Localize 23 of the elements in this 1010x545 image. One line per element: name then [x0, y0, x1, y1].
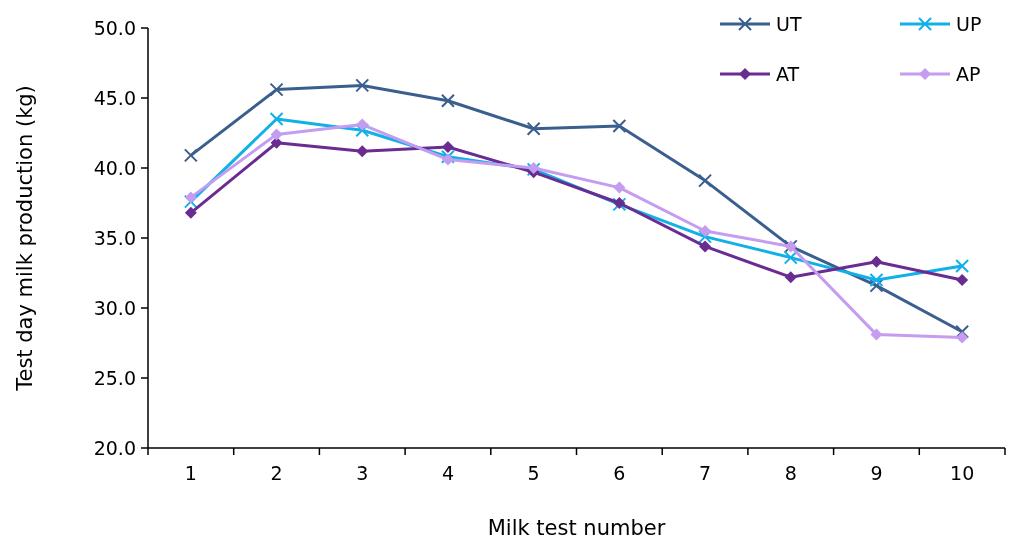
- legend-label: UP: [956, 13, 982, 35]
- y-axis-title: Test day milk production (kg): [13, 85, 37, 392]
- x-tick-label: 3: [356, 462, 369, 484]
- x-tick-label: 6: [613, 462, 626, 484]
- legend-label: UT: [776, 13, 802, 35]
- x-tick-label: 1: [184, 462, 197, 484]
- x-tick-label: 2: [270, 462, 283, 484]
- y-tick-label: 40.0: [93, 156, 136, 179]
- x-tick-label: 4: [441, 462, 454, 484]
- y-tick-label: 50.0: [93, 16, 136, 39]
- y-tick-label: 20.0: [93, 436, 136, 459]
- y-tick-label: 25.0: [93, 366, 136, 389]
- y-tick-label: 35.0: [93, 226, 136, 249]
- y-tick-label: 30.0: [93, 296, 136, 319]
- y-tick-label: 45.0: [93, 86, 136, 109]
- legend-label: AT: [776, 63, 800, 85]
- x-tick-label: 5: [527, 462, 540, 484]
- x-tick-label: 9: [870, 462, 883, 484]
- legend-label: AP: [956, 63, 981, 85]
- x-tick-label: 8: [784, 462, 797, 484]
- x-tick-label: 10: [950, 462, 975, 484]
- x-axis-title: Milk test number: [487, 516, 666, 540]
- x-tick-label: 7: [699, 462, 712, 484]
